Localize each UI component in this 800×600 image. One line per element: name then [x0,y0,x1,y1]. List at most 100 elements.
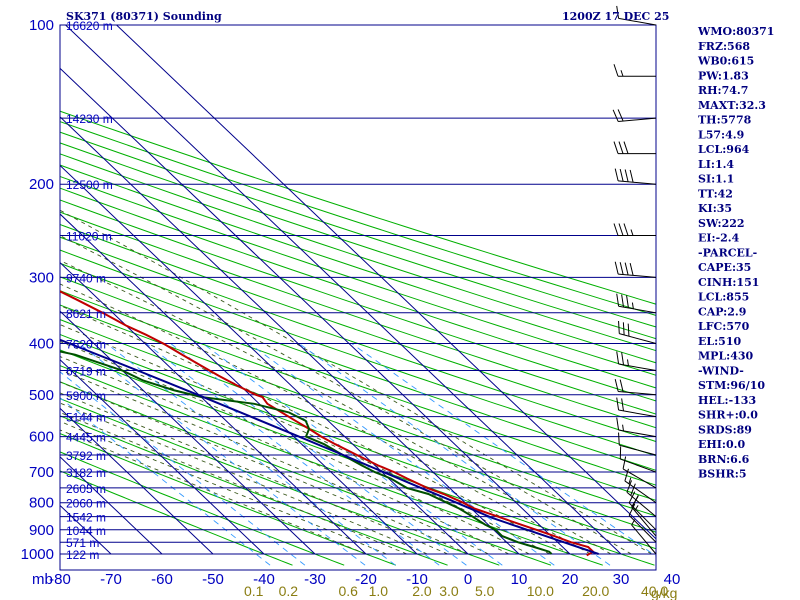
height-label: 6719 m [66,365,106,379]
height-label: 3182 m [66,466,106,480]
wind-barb [628,514,657,543]
wind-barb-flag [624,468,629,482]
index-value: WB0:615 [697,55,754,68]
index-value: WMO:80371 [697,25,774,38]
pressure-tick-label: 100 [29,17,54,34]
wind-barb-flag [619,168,624,182]
mixing-ratio-label: 5.0 [475,583,495,599]
mixing-ratio-label: 0.6 [339,583,359,599]
wind-barb [624,480,657,504]
wind-barb-flag [616,293,620,307]
wind-barb-flag [616,397,620,411]
index-value: RH:74.7 [698,84,748,97]
temperature-tick-label: -80 [49,571,71,588]
wind-barb-flag [618,432,620,446]
mixing-ratio-label: 40.0 [641,583,668,599]
dry-adiabat [60,398,500,566]
wind-barb-half [622,424,624,431]
index-value: STM:96/10 [698,379,765,392]
pressure-tick-label: 500 [29,387,54,404]
wind-barb-flag [619,262,624,275]
index-value: LCL:855 [698,291,749,304]
wind-barb-flag [623,223,629,236]
pressure-tick-label: 700 [29,464,54,481]
wind-barb [631,524,657,555]
index-value: SW:222 [698,217,745,230]
index-value: KI:35 [698,202,732,215]
wind-barb [618,117,657,122]
index-value: LI:1.4 [698,158,734,171]
dry-adiabat [60,236,656,443]
index-value: EL:510 [698,335,741,348]
dry-adiabat [60,304,656,517]
wind-barb-flag [614,261,619,275]
pressure-tick-label: 600 [29,429,54,446]
index-value: TH:5778 [698,114,752,127]
temperature-line [60,290,595,557]
dry-adiabat [60,262,656,471]
moist-adiabat [60,392,448,555]
wind-barb-flag [614,168,619,182]
wind-barb [618,180,657,185]
temperature-tick-label: 0 [464,571,472,588]
dry-adiabat [60,451,345,566]
wind-barb-flag [628,503,636,516]
wind-barb-half [627,359,629,366]
parcel-line [60,338,599,555]
pressure-tick-label: 1000 [21,546,54,563]
index-value: BRN:6.6 [698,453,750,466]
wind-barb-half [631,302,634,309]
moist-adiabat [60,283,591,555]
height-label: 571 m [66,536,99,550]
temperature-tick-label: -60 [151,571,173,588]
isotherm [0,25,9,554]
wind-barb-flag [622,456,627,470]
index-value: FRZ:568 [698,40,750,53]
wind-barb-flag [616,5,620,19]
height-label: 5144 m [66,411,106,425]
adiabat-lines [60,110,656,566]
dry-adiabat [60,175,656,376]
wind-barb [622,468,657,489]
isotherm [60,116,520,555]
wind-barb-flag [627,323,630,337]
mixing-ratio-line [60,371,306,566]
height-label: 3792 m [66,449,106,463]
temperature-tick-label: -30 [304,571,326,588]
wind-barb-flag [621,352,624,365]
dry-adiabat [60,365,603,566]
height-label: 122 m [66,548,99,562]
temperature-tick-label: 20 [562,571,579,588]
mixing-ratio-labels: 0.1 0.2 0.6 1.0 2.0 3.0 5.0 10.0 20.0 40.0 [244,583,668,599]
wind-barb-flag [621,294,624,308]
wind-barb-flag [628,491,636,504]
isotherm [116,25,656,540]
wind-barb [628,502,657,531]
pressure-tick-label: 300 [29,269,54,286]
height-label: 11020 m [66,230,112,244]
dry-adiabat [60,142,656,340]
wind-barb [626,491,657,518]
x-axis-unit: mb [32,571,53,588]
height-label: 12500 m [66,178,113,192]
wind-barb [618,429,657,438]
dry-adiabat [60,290,656,501]
dry-adiabat [60,187,656,389]
index-value: LFC:570 [698,320,750,333]
index-value: BSHR:5 [698,468,747,481]
height-label: 7620 m [66,337,106,351]
pressure-labels: 100 200 300 400 500 600 700 800 900 1000 [21,17,54,563]
dry-adiabat [60,249,656,457]
dry-adiabat [60,110,656,305]
wind-barb-flag [613,141,619,154]
index-value: SRDS:89 [698,423,752,436]
wind-barb [619,444,657,456]
mixing-ratio-line [351,343,656,557]
wind-barb-half [628,477,632,484]
dry-adiabat [60,470,293,566]
mixing-ratio-line [170,343,467,566]
wind-barb [618,409,657,418]
wind-barb-flag [632,494,639,507]
mixing-ratio-line [298,343,611,566]
